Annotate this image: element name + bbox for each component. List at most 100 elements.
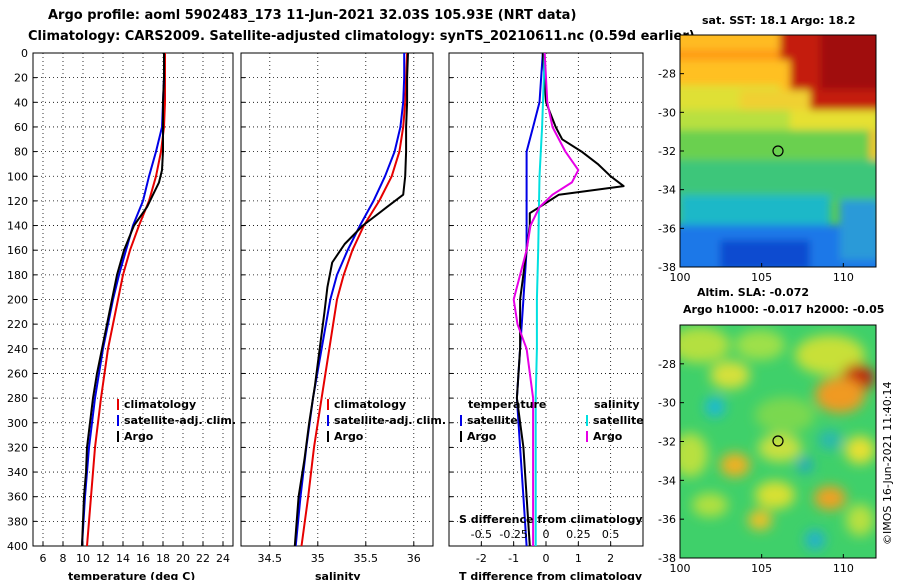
x-tick-label: 35 <box>311 552 325 565</box>
series-line-argo <box>81 53 165 547</box>
legend-climatology-swatch <box>117 399 119 410</box>
depth-tick-label: 120 <box>7 195 28 208</box>
depth-tick-label: 0 <box>21 47 28 60</box>
title-line-2: Climatology: CARS2009. Satellite-adjuste… <box>28 29 695 44</box>
sst-heatmap <box>680 35 876 267</box>
map-y-tick-label: -36 <box>658 513 676 526</box>
map-y-tick-label: -30 <box>658 397 676 410</box>
sst-y-ticks: -28 -30 -32 -34 -36 -38 <box>658 68 684 274</box>
sst-map: sat. SST: 18.1 Argo: 18.2 <box>658 14 877 284</box>
ssh-map-title-2: Argo h1000: -0.017 h2000: -0.05 <box>683 303 884 316</box>
depth-tick-label: 380 <box>7 515 28 528</box>
legend-t-satellite-swatch <box>460 415 462 426</box>
legend-satellite-adj: satellite-adj. clim. <box>334 414 446 427</box>
map-y-tick-label: -36 <box>658 222 676 235</box>
x2-tick-label: 0 <box>543 528 550 541</box>
temperature-panel: 6 8 10 12 14 16 18 20 22 24 temperature (deg C) c… <box>32 52 236 580</box>
legend-climatology-swatch <box>327 399 329 410</box>
map-y-tick-label: -32 <box>658 436 676 449</box>
x-tick-label: 14 <box>116 552 130 565</box>
x-tick-label: 34.5 <box>258 552 283 565</box>
x-tick-label: 35.5 <box>354 552 379 565</box>
x-tick-label: 24 <box>216 552 230 565</box>
salinity-x-label: salinity <box>315 570 361 580</box>
series-line-climatology <box>300 52 409 547</box>
legend-argo-swatch <box>117 431 119 442</box>
legend-argo: Argo <box>124 430 154 443</box>
x-tick-label: 2 <box>607 552 614 565</box>
x-tick-label: 12 <box>96 552 110 565</box>
x2-tick-label: -0.25 <box>499 528 527 541</box>
series-line-salinity-satellite <box>534 52 546 546</box>
map-y-tick-label: -38 <box>658 552 676 565</box>
legend-satellite-swatch <box>117 415 119 426</box>
x-tick-label: 10 <box>76 552 90 565</box>
sst-map-title: sat. SST: 18.1 Argo: 18.2 <box>702 14 855 27</box>
x-tick-label: 8 <box>60 552 67 565</box>
ssh-y-ticks: -28 -30 -32 -34 -36 -38 <box>658 358 684 565</box>
legend-s-argo: Argo <box>593 430 623 443</box>
sst-x-ticks: 100 105 110 <box>670 263 854 284</box>
salinity-grid <box>241 52 433 547</box>
map-y-tick-label: -32 <box>658 145 676 158</box>
legend-argo: Argo <box>334 430 364 443</box>
salinity-x-ticks: 34.5 35 35.5 36 <box>258 552 421 565</box>
x-tick-label: -1 <box>508 552 519 565</box>
map-y-tick-label: -28 <box>658 68 676 81</box>
map-y-tick-label: -34 <box>658 184 676 197</box>
depth-tick-label: 360 <box>7 491 28 504</box>
legend-climatology: climatology <box>334 398 406 411</box>
temperature-x-ticks: 6 8 10 12 14 16 18 20 22 24 <box>40 552 231 565</box>
temperature-lines <box>81 53 166 547</box>
salinity-legend: climatology satellite-adj. clim. Argo <box>327 398 446 443</box>
legend-s-satellite-swatch <box>586 415 588 426</box>
difference-x2-ticks: -0.5 -0.25 0 0.25 0.5 <box>471 528 620 541</box>
difference-x-ticks: -2 -1 0 1 2 <box>476 552 614 565</box>
difference-x-label: T difference from climatology <box>459 570 642 580</box>
difference-lines <box>512 52 625 547</box>
map-y-tick-label: -38 <box>658 261 676 274</box>
legend-satellite-adj: satellite-adj. clim. <box>124 414 236 427</box>
legend-satellite-swatch <box>327 415 329 426</box>
depth-tick-label: 240 <box>7 343 28 356</box>
map-y-tick-label: -34 <box>658 474 676 487</box>
depth-tick-label: 320 <box>7 441 28 454</box>
difference-grid <box>449 52 643 547</box>
ssh-map-title-1: Altim. SLA: -0.072 <box>697 286 809 299</box>
depth-tick-label: 80 <box>14 146 28 159</box>
x2-tick-label: 0.25 <box>566 528 591 541</box>
x-tick-label: 22 <box>196 552 210 565</box>
x2-tick-label: -0.5 <box>471 528 492 541</box>
ssh-x-ticks: 100 105 110 <box>670 554 854 575</box>
depth-tick-label: 60 <box>14 121 28 134</box>
depth-tick-label: 40 <box>14 96 28 109</box>
series-line-temperature-argo <box>515 52 625 547</box>
depth-tick-label: 300 <box>7 417 28 430</box>
map-y-tick-label: -30 <box>658 106 676 119</box>
x-tick-label: 36 <box>407 552 421 565</box>
series-line-argo <box>293 52 409 547</box>
sst-argo-marker <box>772 145 784 157</box>
map-x-tick-label: 105 <box>751 271 772 284</box>
x-tick-label: 0 <box>543 552 550 565</box>
depth-tick-label: 220 <box>7 318 28 331</box>
depth-tick-label: 140 <box>7 220 28 233</box>
legend-t-satellite: satellite <box>467 414 518 427</box>
legend-climatology: climatology <box>124 398 196 411</box>
x-tick-label: 1 <box>575 552 582 565</box>
map-y-tick-label: -28 <box>658 358 676 371</box>
legend-temperature-heading: temperature <box>468 398 546 411</box>
temperature-x-label: temperature (deg C) <box>68 570 195 580</box>
salinity-panel: 34.5 35 35.5 36 salinity climatology satell… <box>240 52 446 580</box>
depth-tick-label: 280 <box>7 392 28 405</box>
imos-credit: ©IMOS 16-Jun-2021 11:40:14 <box>881 381 894 545</box>
legend-t-argo-swatch <box>460 431 462 442</box>
series-line-salinity-argo <box>512 52 580 546</box>
map-x-tick-label: 110 <box>833 271 854 284</box>
depth-tick-label: 160 <box>7 244 28 257</box>
legend-s-argo-swatch <box>586 431 588 442</box>
difference-panel: -2 -1 0 1 2 -0.5 -0.25 0 0.25 0.5 S difference f… <box>448 52 644 580</box>
x2-tick-label: 0.5 <box>602 528 620 541</box>
depth-tick-label: 20 <box>14 72 28 85</box>
difference-x2-label: S difference from climatology <box>459 513 643 526</box>
